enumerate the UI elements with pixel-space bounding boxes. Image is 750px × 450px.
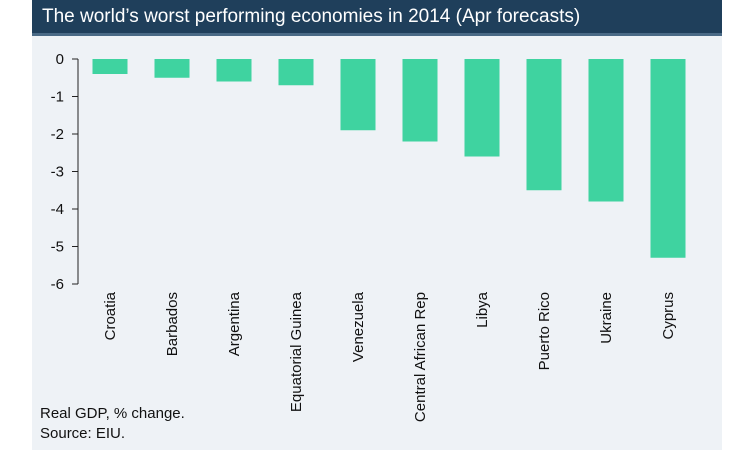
bar: [526, 59, 562, 191]
y-tick-label: -2: [51, 126, 64, 143]
footnote-source: Source: EIU.: [40, 425, 126, 442]
y-tick-label: -1: [51, 89, 64, 106]
chart-title: The world’s worst performing economies i…: [42, 6, 581, 27]
title-bar: The world’s worst performing economies i…: [32, 0, 722, 36]
category-label: Equatorial Guinea: [288, 291, 305, 412]
bar: [216, 59, 252, 82]
bar: [340, 59, 376, 131]
bar: [650, 59, 686, 258]
y-tick-label: -6: [51, 276, 64, 293]
bar: [464, 59, 500, 157]
labels-layer: Croatia Barbados Argentina Equatorial Guine…: [102, 291, 677, 422]
category-label: Venezuela: [350, 291, 367, 362]
footnote-measure: Real GDP, % change.: [40, 405, 185, 422]
bars-layer: [92, 59, 686, 258]
bar: [154, 59, 190, 78]
bar: [588, 59, 624, 202]
bar: [92, 59, 128, 74]
y-tick-label: 0: [56, 51, 64, 68]
category-label: Argentina: [226, 291, 243, 356]
bar: [402, 59, 438, 142]
category-label: Central African Rep: [412, 292, 429, 422]
y-tick-label: -4: [51, 201, 64, 218]
category-label: Barbados: [164, 292, 181, 356]
bar: [278, 59, 314, 86]
category-label: Libya: [474, 291, 491, 328]
y-tick-label: -3: [51, 164, 64, 181]
category-label: Puerto Rico: [536, 292, 553, 370]
category-label: Cyprus: [660, 292, 677, 340]
y-tick-label: -5: [51, 239, 64, 256]
category-label: Ukraine: [598, 292, 615, 344]
axis-layer: 0 -1 -2 -3 -4 -5 -6: [51, 51, 79, 293]
category-label: Croatia: [102, 291, 119, 340]
